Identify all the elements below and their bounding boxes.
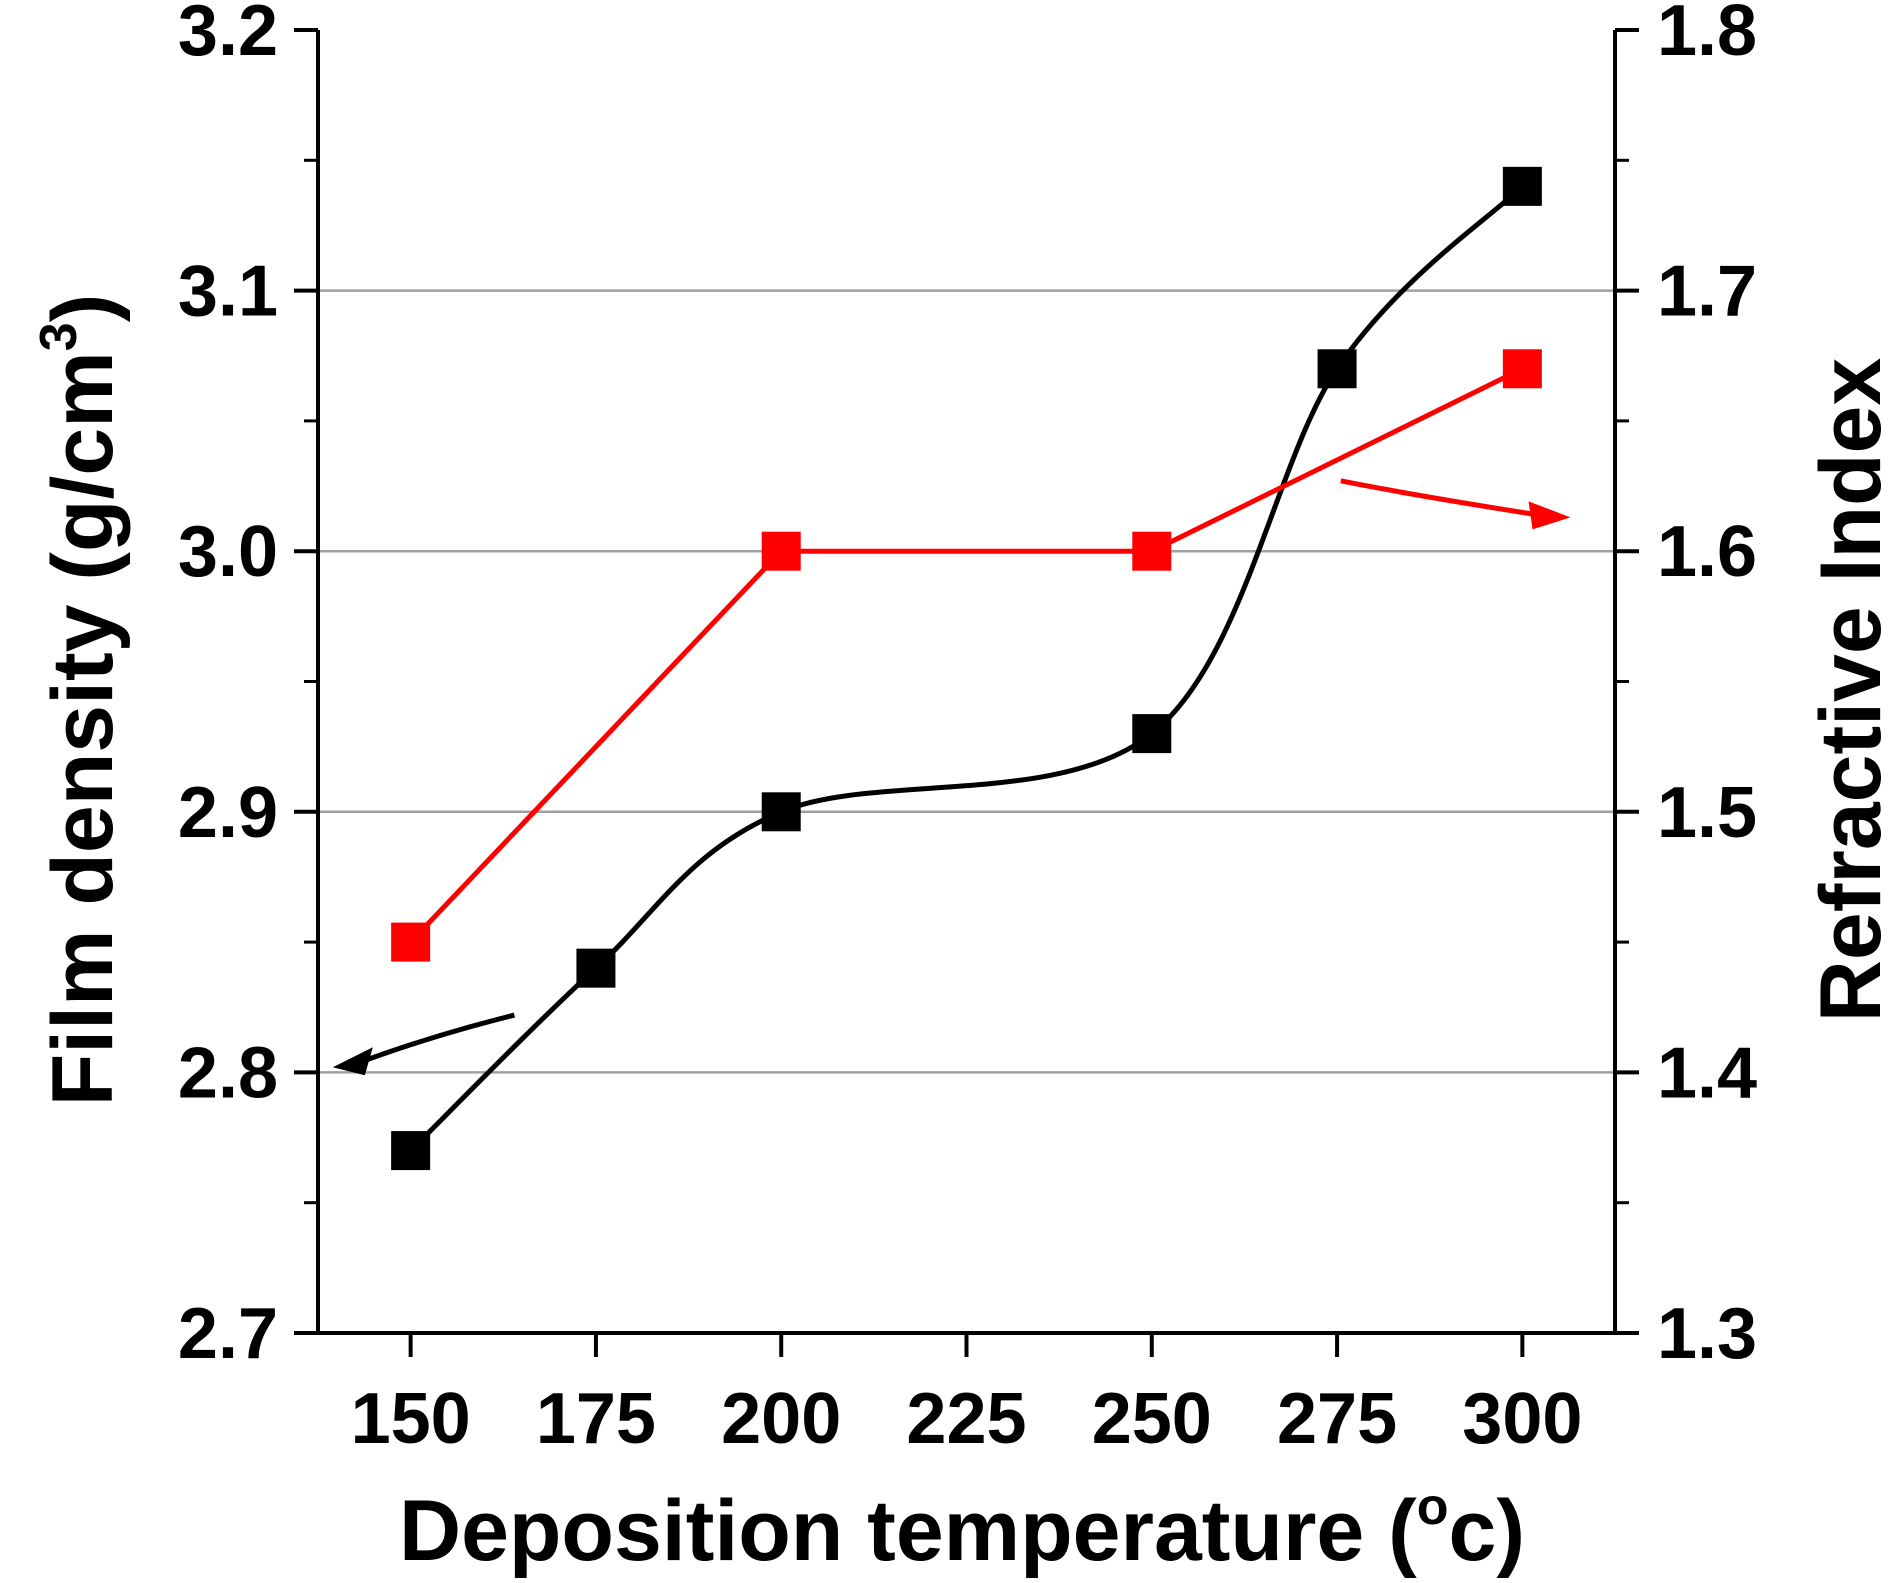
y-left-tick-label: 2.8 bbox=[178, 1033, 278, 1113]
series-1-marker bbox=[1502, 166, 1542, 206]
arrow-black-head bbox=[332, 1047, 373, 1076]
arrow-black-left bbox=[332, 1012, 516, 1076]
y-left-tick-label: 2.7 bbox=[178, 1294, 278, 1374]
tick-labels: 2.7 2.8 2.9 3.0 3.1 3.2 1.3 1.4 1.5 1.6 1.7 1.8 150 1… bbox=[178, 0, 1757, 1459]
series-1-line bbox=[408, 184, 1525, 1153]
y-right-tick-label: 1.8 bbox=[1657, 0, 1757, 71]
series-2-marker bbox=[391, 922, 431, 962]
x-tick-label: 300 bbox=[1462, 1379, 1582, 1459]
tick-marks bbox=[294, 28, 1639, 1357]
x-tick-label: 250 bbox=[1092, 1379, 1212, 1459]
arrow-red-head bbox=[1528, 501, 1571, 530]
series-group bbox=[391, 166, 1542, 1171]
y-right-tick-label: 1.3 bbox=[1657, 1294, 1757, 1374]
annotations bbox=[332, 478, 1571, 1076]
series-2-marker bbox=[1502, 349, 1542, 389]
series-1-marker bbox=[1317, 349, 1357, 389]
x-tick-label: 175 bbox=[536, 1379, 656, 1459]
grid-lines bbox=[318, 289, 1615, 1074]
y-axis-right-title: Refractive Index bbox=[1803, 358, 1890, 1023]
x-tick-label: 225 bbox=[906, 1379, 1026, 1459]
series-1-marker bbox=[1132, 714, 1172, 754]
y-axis-left-title: Film density (g/cm3) bbox=[30, 294, 131, 1107]
axes bbox=[316, 30, 1617, 1335]
series-1-marker bbox=[576, 948, 616, 988]
y-right-tick-label: 1.6 bbox=[1657, 512, 1757, 592]
y-left-tick-label: 3.1 bbox=[178, 252, 278, 332]
arrow-red-shaft bbox=[1340, 478, 1541, 518]
y-right-tick-label: 1.5 bbox=[1657, 773, 1757, 853]
x-tick-label: 275 bbox=[1277, 1379, 1397, 1459]
arrow-black-shaft bbox=[361, 1012, 516, 1064]
series-2-marker bbox=[1132, 531, 1172, 571]
y-right-tick-label: 1.7 bbox=[1657, 252, 1757, 332]
series-2-line bbox=[408, 366, 1524, 944]
series-2-marker bbox=[761, 531, 801, 571]
y-left-tick-label: 3.2 bbox=[178, 0, 278, 71]
x-tick-label: 150 bbox=[351, 1379, 471, 1459]
y-right-tick-label: 1.4 bbox=[1657, 1033, 1757, 1113]
x-tick-label: 200 bbox=[721, 1379, 841, 1459]
series-1-marker bbox=[391, 1131, 431, 1171]
arrow-red-right bbox=[1340, 478, 1571, 530]
y-left-tick-label: 3.0 bbox=[178, 512, 278, 592]
y-left-tick-label: 2.9 bbox=[178, 773, 278, 853]
x-axis-title: Deposition temperature (oc) bbox=[399, 1478, 1525, 1579]
series-1-marker bbox=[761, 792, 801, 832]
